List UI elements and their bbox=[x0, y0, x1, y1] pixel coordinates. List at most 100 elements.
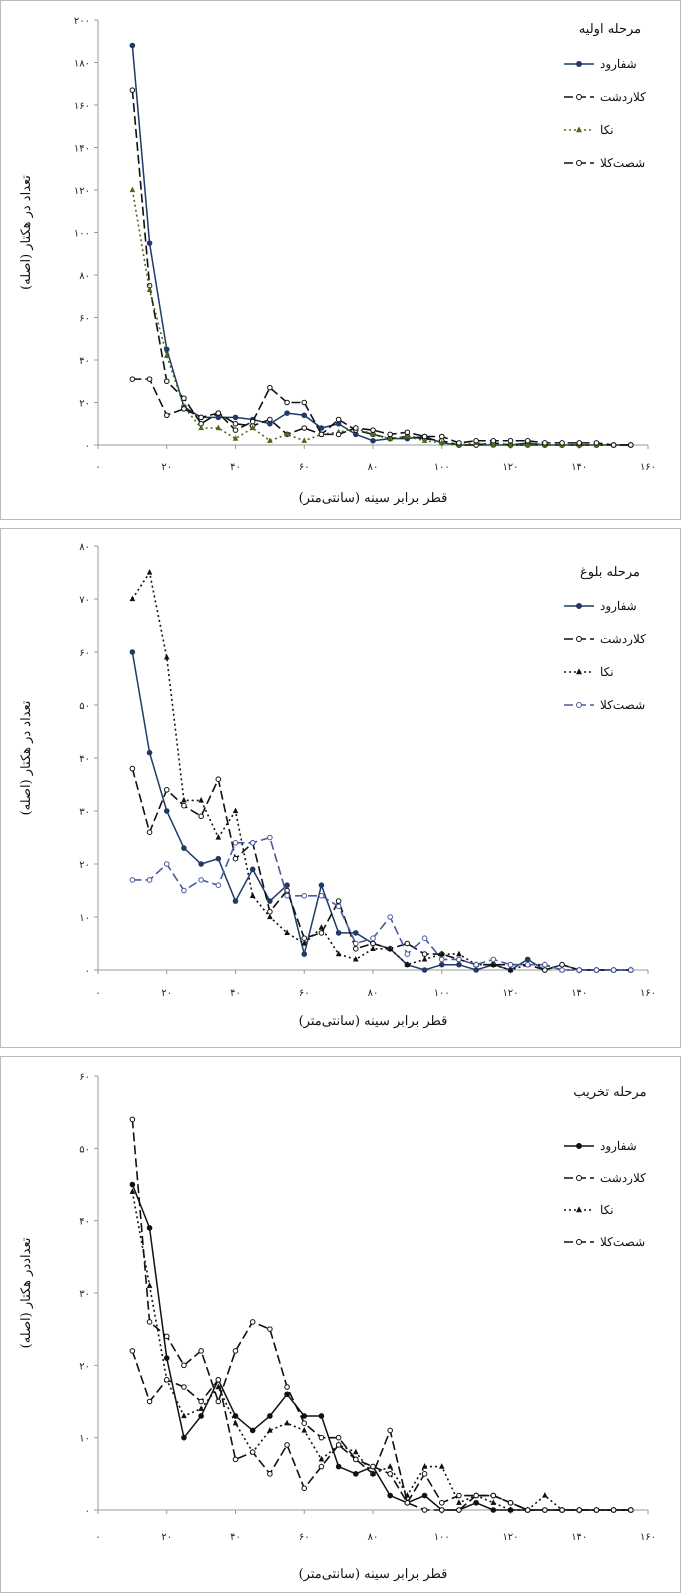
data-point bbox=[456, 950, 462, 957]
data-point bbox=[490, 1499, 497, 1505]
data-point bbox=[284, 399, 290, 406]
data-point bbox=[576, 668, 582, 675]
data-point bbox=[542, 1507, 548, 1513]
data-point bbox=[284, 410, 290, 416]
x-axis-title: قطر برابر سینه (سانتی‌متر) bbox=[299, 491, 448, 506]
data-point bbox=[421, 967, 428, 973]
data-point bbox=[438, 433, 445, 440]
data-point bbox=[404, 951, 411, 957]
data-point bbox=[301, 951, 308, 957]
data-point bbox=[370, 935, 376, 942]
series-line bbox=[131, 1184, 631, 1511]
data-point bbox=[576, 94, 582, 100]
data-point bbox=[456, 440, 462, 446]
data-point bbox=[335, 1463, 342, 1470]
series-line bbox=[131, 90, 631, 446]
data-point bbox=[146, 240, 153, 246]
data-point bbox=[232, 807, 239, 814]
data-point bbox=[576, 1143, 582, 1149]
data-point bbox=[215, 882, 222, 889]
data-point bbox=[146, 1398, 153, 1405]
data-point bbox=[559, 967, 565, 973]
data-point bbox=[146, 376, 153, 382]
data-point bbox=[387, 1471, 393, 1477]
data-point bbox=[421, 1492, 428, 1499]
data-point bbox=[473, 961, 479, 968]
data-point bbox=[318, 431, 325, 438]
series-1 bbox=[129, 1181, 634, 1513]
data-point bbox=[129, 186, 136, 193]
y-axis-title: تعداد در هکتار (اصله) bbox=[19, 175, 34, 290]
data-point bbox=[490, 961, 497, 967]
y-tick-label: ۱۲۰ bbox=[74, 186, 90, 197]
data-point bbox=[198, 414, 204, 421]
data-point bbox=[576, 967, 583, 973]
data-point bbox=[181, 802, 187, 809]
data-point bbox=[249, 866, 256, 873]
data-point bbox=[267, 1413, 273, 1419]
data-point bbox=[215, 424, 222, 431]
data-point bbox=[318, 882, 325, 889]
data-point bbox=[267, 1471, 273, 1477]
data-point bbox=[181, 1412, 187, 1419]
data-point bbox=[576, 440, 583, 446]
data-point bbox=[576, 1175, 582, 1181]
data-point bbox=[232, 855, 239, 862]
data-point bbox=[524, 437, 531, 444]
data-point bbox=[628, 442, 634, 448]
data-point bbox=[146, 569, 153, 575]
data-point bbox=[524, 956, 531, 963]
x-tick-label: ۱۶۰ bbox=[640, 988, 656, 999]
legend-label: شصت‌کلا bbox=[600, 156, 645, 170]
legend-label: کلاردشت bbox=[600, 1171, 646, 1185]
data-point bbox=[284, 1419, 290, 1426]
series-4 bbox=[129, 834, 634, 973]
data-point bbox=[232, 414, 239, 421]
y-tick-label: ۱۰ bbox=[79, 1434, 90, 1445]
data-point bbox=[249, 418, 256, 425]
data-point bbox=[232, 1419, 239, 1426]
legend-entry: شفارود bbox=[564, 57, 637, 71]
data-point bbox=[146, 1282, 153, 1288]
x-tick-label: ۲۰ bbox=[161, 988, 172, 999]
series-1 bbox=[129, 42, 634, 448]
data-point bbox=[301, 1420, 308, 1427]
data-point bbox=[181, 1362, 187, 1369]
data-point bbox=[318, 924, 325, 930]
data-point bbox=[129, 765, 136, 772]
y-tick-label: ۱۶۰ bbox=[74, 101, 90, 112]
data-point bbox=[335, 898, 342, 904]
data-point bbox=[232, 898, 239, 904]
y-tick-label: ۲۰ bbox=[79, 860, 90, 871]
data-point bbox=[146, 286, 153, 293]
data-point bbox=[421, 951, 428, 957]
data-point bbox=[146, 877, 153, 883]
data-point bbox=[507, 1506, 514, 1513]
data-point bbox=[267, 908, 273, 915]
data-point bbox=[215, 776, 222, 782]
data-point bbox=[267, 416, 273, 423]
data-point bbox=[301, 893, 308, 899]
legend-label: شفارود bbox=[600, 57, 637, 71]
data-point bbox=[181, 845, 187, 851]
data-point bbox=[559, 961, 565, 968]
data-point bbox=[507, 966, 514, 973]
data-point bbox=[628, 1507, 634, 1513]
data-point bbox=[421, 935, 428, 942]
x-tick-label: ۴۰ bbox=[230, 1532, 241, 1543]
data-point bbox=[284, 430, 290, 437]
data-point bbox=[146, 749, 153, 756]
data-point bbox=[267, 898, 273, 904]
data-point bbox=[163, 352, 170, 358]
data-point bbox=[163, 787, 170, 793]
data-point bbox=[232, 1456, 239, 1463]
y-tick-label: ۷۰ bbox=[79, 595, 90, 606]
data-point bbox=[198, 424, 204, 431]
y-axis-title: تعداد در هکتار (اصله) bbox=[19, 700, 34, 815]
data-point bbox=[370, 430, 376, 437]
data-point bbox=[249, 1427, 256, 1434]
legend-label: شصت‌کلا bbox=[600, 1235, 645, 1249]
data-point bbox=[301, 940, 308, 946]
data-point bbox=[404, 961, 411, 967]
data-point bbox=[301, 425, 308, 431]
